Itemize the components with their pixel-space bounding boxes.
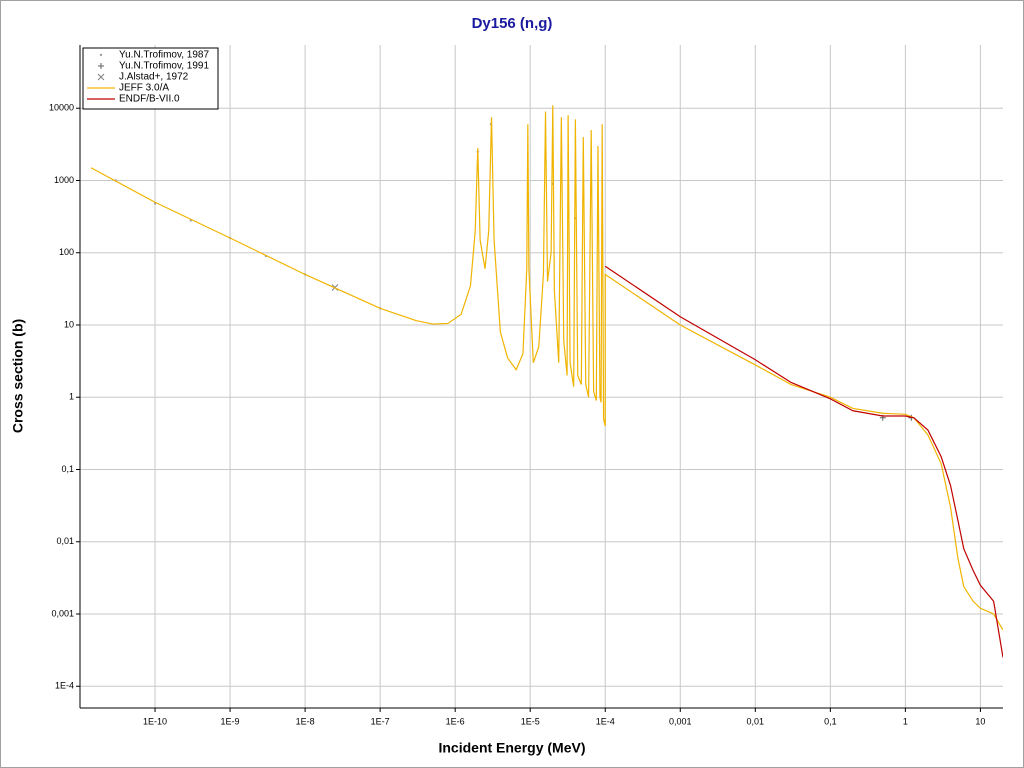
x-tick-label: 1 [903, 716, 908, 726]
x-tick-label: 1E-10 [143, 716, 167, 726]
y-tick-label: 1E-4 [55, 681, 74, 691]
series-line [604, 265, 1003, 658]
legend-label: Yu.N.Trofimov, 1987 [119, 50, 209, 61]
x-tick-label: 1E-7 [371, 716, 390, 726]
y-tick-label: 0,001 [51, 608, 74, 618]
legend-label: J.Alstad+, 1972 [119, 72, 189, 83]
x-tick-label: 1E-9 [221, 716, 240, 726]
x-tick-label: 1E-4 [596, 716, 615, 726]
y-axis-label: Cross section (b) [10, 319, 26, 433]
y-tick-label: 100 [59, 247, 74, 257]
legend-label: ENDF/B-VII.0 [119, 94, 180, 105]
legend-label: Yu.N.Trofimov, 1991 [119, 61, 209, 72]
data-point [98, 63, 104, 69]
series-line [90, 105, 1003, 631]
marks [90, 105, 1003, 658]
x-tick-label: 0,1 [824, 716, 837, 726]
x-tick-label: 0,001 [669, 716, 692, 726]
x-tick-label: 0,01 [747, 716, 765, 726]
data-point [99, 53, 103, 57]
legend-label: JEFF 3.0/A [119, 83, 169, 94]
grid [76, 45, 1003, 712]
chart-title: Dy156 (n,g) [472, 15, 553, 32]
y-tick-label: 10 [64, 319, 74, 329]
x-tick-label: 1E-8 [296, 716, 315, 726]
y-tick-label: 1 [69, 392, 74, 402]
y-tick-label: 1000 [54, 175, 74, 185]
x-axis-label: Incident Energy (MeV) [438, 740, 585, 756]
y-tick-label: 0,01 [56, 536, 74, 546]
y-tick-label: 0,1 [61, 464, 74, 474]
x-tick-label: 1E-6 [446, 716, 465, 726]
y-tick-label: 10000 [49, 103, 74, 113]
x-tick-label: 1E-5 [521, 716, 540, 726]
x-tick-label: 10 [975, 716, 985, 726]
data-point [97, 73, 105, 81]
plot-area [80, 45, 1003, 708]
